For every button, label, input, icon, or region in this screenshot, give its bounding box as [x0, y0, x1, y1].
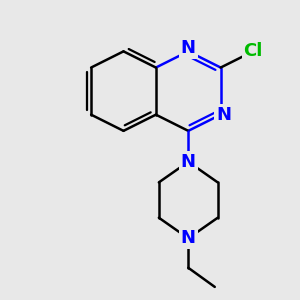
Text: N: N	[181, 229, 196, 247]
Text: N: N	[181, 39, 196, 57]
Text: N: N	[181, 153, 196, 171]
Text: N: N	[216, 106, 231, 124]
Text: Cl: Cl	[243, 42, 263, 60]
